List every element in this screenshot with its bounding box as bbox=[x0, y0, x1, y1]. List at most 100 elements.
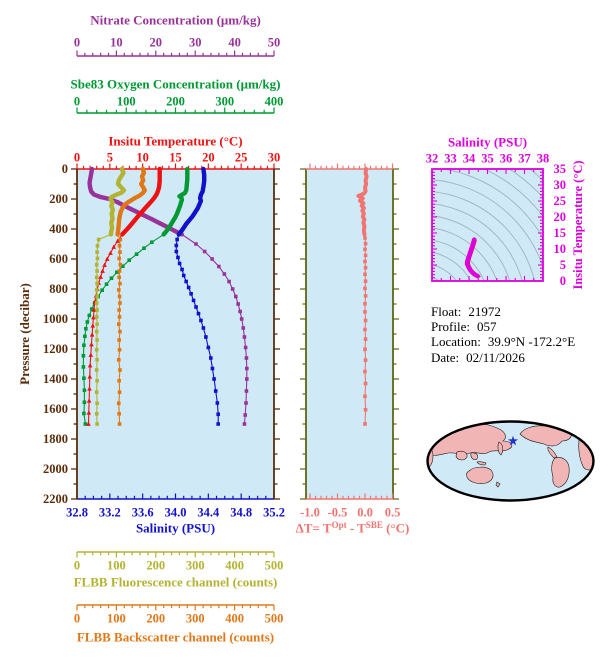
nitrate-marker bbox=[242, 335, 247, 339]
temperature-marker bbox=[90, 323, 96, 328]
oxygen-marker bbox=[81, 353, 86, 358]
delta-marker bbox=[363, 369, 367, 374]
oxygen-marker bbox=[109, 276, 114, 280]
fluorescence-marker bbox=[95, 308, 99, 312]
backscatter-marker bbox=[116, 401, 121, 406]
pressure-tick-label: 1800 bbox=[43, 432, 68, 446]
fluorescence-marker bbox=[94, 315, 99, 319]
fluorescence-marker bbox=[95, 244, 100, 248]
backscatter-marker bbox=[117, 294, 122, 299]
delta-marker bbox=[363, 381, 368, 386]
delta-axis-title: ΔT= TOpt - TSBE (°C) bbox=[296, 520, 410, 536]
map-landmass bbox=[470, 452, 478, 460]
map-landmass bbox=[455, 450, 468, 461]
salinity-marker bbox=[204, 335, 208, 339]
oxygen-tick-label: 400 bbox=[265, 95, 284, 109]
nitrate-marker bbox=[245, 366, 249, 371]
salinity-tick-label: 34.8 bbox=[230, 506, 252, 520]
delta-marker bbox=[363, 422, 367, 426]
salinity-marker bbox=[208, 356, 213, 360]
delta-marker bbox=[363, 394, 367, 399]
temperature-tick-label: 5 bbox=[107, 151, 113, 165]
oxygen-marker bbox=[83, 422, 88, 426]
delta-marker bbox=[363, 272, 367, 277]
map-landmass bbox=[495, 481, 501, 488]
oxygen-marker bbox=[82, 400, 87, 405]
fluorescence-marker bbox=[95, 422, 99, 426]
pressure-tick-label: 2200 bbox=[43, 492, 68, 506]
ts-plot-area bbox=[432, 169, 543, 281]
backscatter-tick-label: 100 bbox=[107, 612, 126, 626]
salinity-upper-line bbox=[176, 166, 207, 237]
backscatter-marker bbox=[117, 379, 121, 383]
pressure-axis-title: Pressure (decibar) bbox=[17, 283, 32, 385]
salinity-axis-title: Salinity (PSU) bbox=[136, 521, 215, 536]
info-row-float: Float: 21972 bbox=[431, 304, 575, 319]
backscatter-tick-label: 400 bbox=[225, 612, 244, 626]
ts-t-label: 10 bbox=[554, 242, 567, 256]
fluorescence-marker bbox=[94, 275, 99, 280]
fluorescence-marker bbox=[95, 250, 99, 254]
delta-tick-label: -0.5 bbox=[328, 506, 348, 520]
pressure-tick-label: 1000 bbox=[43, 312, 68, 326]
salinity-marker bbox=[189, 292, 193, 296]
nitrate-tick-label: 10 bbox=[110, 36, 123, 50]
delta-marker bbox=[363, 301, 367, 306]
map-landmass bbox=[563, 422, 576, 431]
nitrate-marker bbox=[243, 413, 248, 417]
oxygen-marker bbox=[121, 264, 125, 268]
nitrate-marker bbox=[242, 422, 247, 426]
map-landmass bbox=[476, 461, 487, 466]
oxygen-marker bbox=[127, 258, 132, 262]
info-value: 21972 bbox=[468, 304, 501, 319]
nitrate-marker bbox=[233, 294, 238, 299]
info-value: 057 bbox=[477, 319, 497, 335]
salinity-tick-label: 33.2 bbox=[99, 506, 121, 520]
ts-t-label: 15 bbox=[554, 226, 567, 240]
backscatter-marker bbox=[117, 315, 122, 319]
oxygen-tick-label: 200 bbox=[166, 95, 185, 109]
temperature-marker bbox=[111, 244, 117, 249]
delta-tick-label: 0.0 bbox=[357, 506, 373, 520]
temperature-tick-label: 10 bbox=[136, 151, 149, 165]
fluorescence-marker bbox=[95, 322, 99, 326]
nitrate-marker bbox=[194, 242, 198, 246]
oxygen-marker bbox=[150, 240, 154, 244]
oxygen-marker bbox=[87, 313, 92, 318]
temperature-marker bbox=[115, 238, 121, 243]
axis-pressure: 0 200 400 600 800 1000 1200 1400 1600 1800 2000 220… bbox=[17, 162, 280, 506]
pressure-tick-label: 400 bbox=[49, 222, 68, 236]
backscatter-marker bbox=[118, 329, 122, 334]
pressure-tick-label: 1200 bbox=[43, 342, 68, 356]
temperature-marker bbox=[86, 410, 92, 415]
salinity-marker bbox=[175, 237, 179, 242]
float-info-block: Float: 21972 Profile: 057 Location: 39.9°N … bbox=[431, 304, 575, 365]
delta-upper-line bbox=[356, 167, 369, 237]
ts-s-label: 33 bbox=[444, 152, 457, 166]
nitrate-tick-label: 40 bbox=[228, 36, 241, 50]
delta-plot-area bbox=[306, 169, 393, 499]
oxygen-marker bbox=[104, 282, 109, 286]
oxygen-axis-title: Sbe83 Oxygen Concentration (μm/kg) bbox=[71, 77, 281, 92]
salinity-marker bbox=[191, 298, 196, 303]
temperature-tick-label: 15 bbox=[169, 151, 182, 165]
nitrate-marker bbox=[241, 326, 246, 330]
fluorescence-marker bbox=[95, 281, 99, 286]
ts-profile-magenta bbox=[464, 237, 480, 279]
backscatter-marker bbox=[118, 368, 122, 372]
delta-marker bbox=[363, 327, 367, 332]
info-row-profile: Profile: 057 bbox=[431, 319, 575, 334]
temperature-marker bbox=[87, 363, 93, 368]
temperature-marker bbox=[104, 256, 110, 261]
fluorescence-marker bbox=[94, 412, 99, 416]
fluorescence-marker bbox=[94, 390, 99, 394]
info-row-location: Location: 39.9°N -172.2°E bbox=[431, 334, 575, 349]
ts-t-label: 20 bbox=[554, 210, 567, 224]
delta-marker bbox=[363, 347, 367, 352]
axis-fluorescence: 0 100 200 300 400 500 FLBB Fluorescence channe… bbox=[74, 551, 283, 590]
axis-temperature: 0 5 10 15 20 25 30 Insitu Temperature (°C) bbox=[74, 134, 280, 170]
axis-backscatter: 0 100 200 300 400 500 FLBB Backscatter channel… bbox=[74, 604, 283, 645]
fluorescence-tick-label: 200 bbox=[146, 559, 165, 573]
backscatter-marker bbox=[118, 262, 123, 267]
fluorescence-marker bbox=[95, 358, 99, 362]
